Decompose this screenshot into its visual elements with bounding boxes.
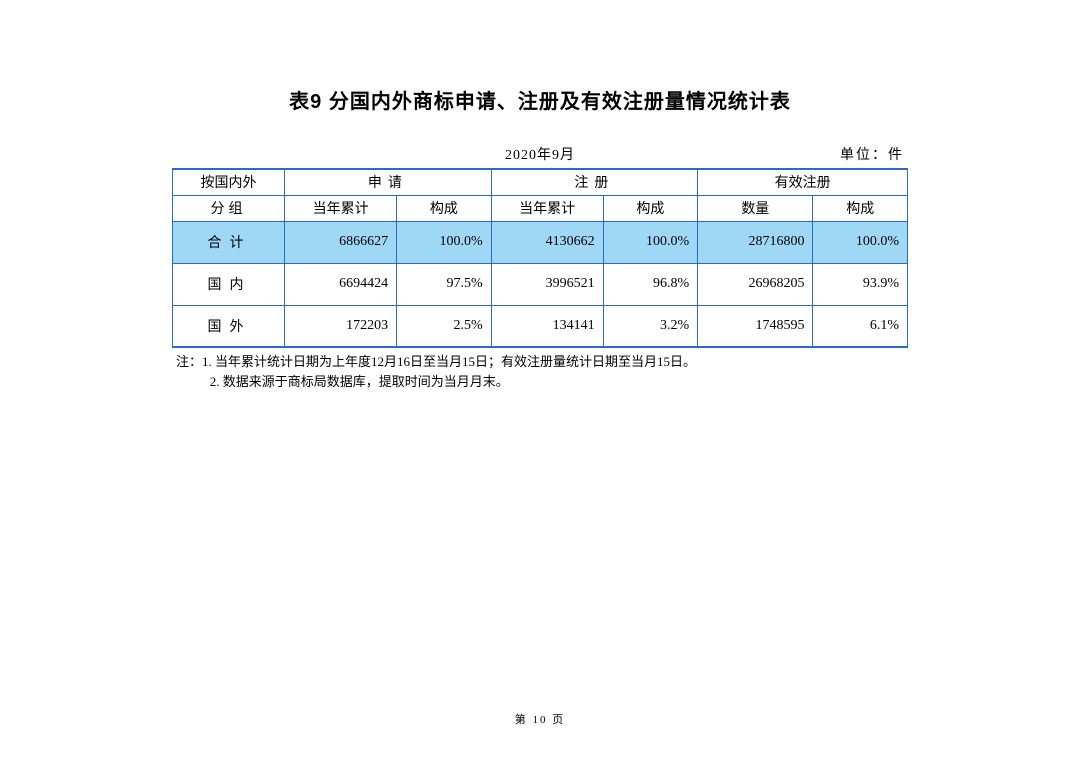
cell-value: 28716800	[698, 221, 813, 263]
cell-value: 134141	[491, 305, 603, 347]
header-row-2: 分组 当年累计 构成 当年累计 构成 数量 构成	[173, 195, 908, 221]
unit-label: 单位：件	[824, 144, 904, 164]
cell-value: 100.0%	[397, 221, 491, 263]
table-row: 国外1722032.5%1341413.2%17485956.1%	[173, 305, 908, 347]
stats-table: 按国内外 申请 注册 有效注册 分组 当年累计 构成 当年累计 构成 数量 构成…	[172, 168, 908, 348]
cell-value: 3.2%	[603, 305, 697, 347]
page-number: 第 10 页	[0, 711, 1080, 727]
row-label: 国外	[173, 305, 285, 347]
cell-value: 2.5%	[397, 305, 491, 347]
cell-value: 4130662	[491, 221, 603, 263]
col-eff-qty: 数量	[698, 195, 813, 221]
footnote-2: 2. 数据来源于商标局数据库，提取时间为当月月末。	[176, 372, 908, 392]
cell-value: 6694424	[285, 263, 397, 305]
meta-row: 2020年9月 单位：件	[172, 144, 908, 168]
col-group: 按国内外	[173, 169, 285, 195]
col-apply-qty: 当年累计	[285, 195, 397, 221]
cell-value: 93.9%	[813, 263, 908, 305]
cell-value: 6866627	[285, 221, 397, 263]
col-sublabel: 分组	[173, 195, 285, 221]
col-register: 注册	[491, 169, 698, 195]
table-title: 表9 分国内外商标申请、注册及有效注册量情况统计表	[172, 85, 908, 114]
row-label: 合计	[173, 221, 285, 263]
cell-value: 6.1%	[813, 305, 908, 347]
cell-value: 3996521	[491, 263, 603, 305]
col-reg-qty: 当年累计	[491, 195, 603, 221]
row-label: 国内	[173, 263, 285, 305]
period-label: 2020年9月	[256, 144, 824, 164]
header-row-1: 按国内外 申请 注册 有效注册	[173, 169, 908, 195]
cell-value: 97.5%	[397, 263, 491, 305]
table-row: 国内669442497.5%399652196.8%2696820593.9%	[173, 263, 908, 305]
cell-value: 100.0%	[603, 221, 697, 263]
col-apply: 申请	[285, 169, 492, 195]
cell-value: 172203	[285, 305, 397, 347]
col-reg-pct: 构成	[603, 195, 697, 221]
cell-value: 1748595	[698, 305, 813, 347]
col-effective: 有效注册	[698, 169, 908, 195]
col-eff-pct: 构成	[813, 195, 908, 221]
table-row: 合计6866627100.0%4130662100.0%28716800100.…	[173, 221, 908, 263]
col-apply-pct: 构成	[397, 195, 491, 221]
cell-value: 96.8%	[603, 263, 697, 305]
cell-value: 100.0%	[813, 221, 908, 263]
cell-value: 26968205	[698, 263, 813, 305]
footnotes: 注：1. 当年累计统计日期为上年度12月16日至当月15日；有效注册量统计日期至…	[172, 352, 908, 391]
footnote-1: 注：1. 当年累计统计日期为上年度12月16日至当月15日；有效注册量统计日期至…	[176, 352, 908, 372]
